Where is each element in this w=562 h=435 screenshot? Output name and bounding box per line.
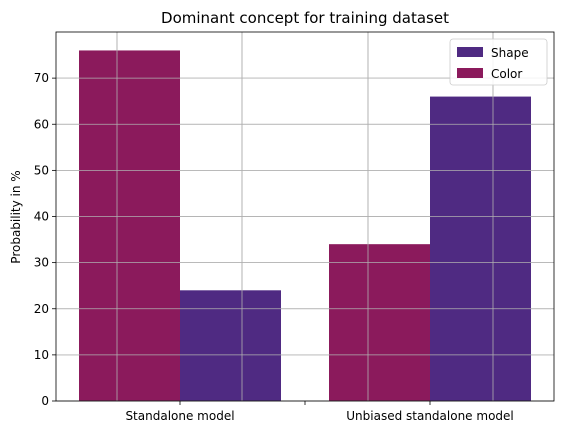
- legend-label-color: Color: [491, 67, 522, 81]
- y-tick-label: 30: [34, 256, 49, 270]
- chart-title: Dominant concept for training dataset: [161, 9, 449, 27]
- legend-swatch-color: [457, 68, 483, 78]
- x-tick-label: Standalone model: [125, 409, 234, 423]
- bar-shape: [180, 290, 281, 401]
- y-tick-label: 20: [34, 302, 49, 316]
- y-tick-label: 10: [34, 348, 49, 362]
- legend-swatch-shape: [457, 47, 483, 57]
- bar-color: [79, 50, 180, 401]
- bar-shape: [430, 96, 531, 401]
- bars: [79, 50, 531, 401]
- x-tick-label: Unbiased standalone model: [346, 409, 514, 423]
- legend: Shape Color: [449, 38, 548, 86]
- y-tick-label: 60: [34, 117, 49, 131]
- y-tick-label: 0: [41, 394, 49, 408]
- y-tick-label: 50: [34, 163, 49, 177]
- y-tick-label: 70: [34, 71, 49, 85]
- axes: 0 10 20 30 40 50 60 70 Standalone model Unbiased …: [34, 31, 555, 423]
- bar-color: [329, 244, 430, 401]
- y-axis-label: Probability in %: [9, 170, 23, 263]
- y-tick-label: 40: [34, 210, 49, 224]
- legend-label-shape: Shape: [491, 46, 529, 60]
